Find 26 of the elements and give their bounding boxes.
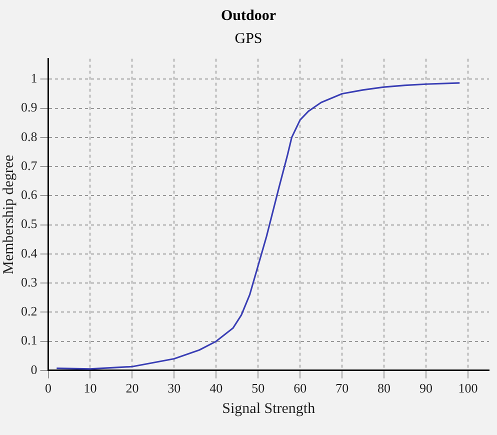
x-tick-label: 40 [210,380,223,396]
x-tick-label: 0 [45,380,52,396]
y-tick-label: 0.6 [21,187,38,202]
x-tick-label: 30 [168,380,181,396]
x-tick-label: 10 [84,380,97,396]
y-tick-label: 0.9 [21,100,38,115]
y-tick-label: 0.4 [21,245,38,260]
x-tick-label: 70 [336,380,349,396]
chart-title: Outdoor [220,8,277,25]
x-tick-label: 80 [378,380,391,396]
y-tick-label: 0.2 [21,304,38,319]
y-tick-label: 0.3 [21,274,38,290]
x-tick-label: 20 [126,380,139,396]
y-tick-label: 1 [30,70,38,86]
y-axis-title: Membership degree [0,154,17,274]
y-tick-label: 0.1 [21,332,38,348]
x-tick-label: 100 [458,380,478,396]
x-axis-title: Signal Strength [222,400,316,417]
x-tick-label: 60 [294,380,307,396]
y-tick-label: 0 [30,362,38,377]
chart-subtitle: GPS [234,31,264,48]
x-tick-label: 90 [420,380,433,396]
y-tick-label: 0.5 [21,216,38,232]
x-tick-label: 50 [252,380,265,396]
y-tick-label: 0.7 [21,158,38,173]
y-tick-label: 0.8 [21,128,38,144]
